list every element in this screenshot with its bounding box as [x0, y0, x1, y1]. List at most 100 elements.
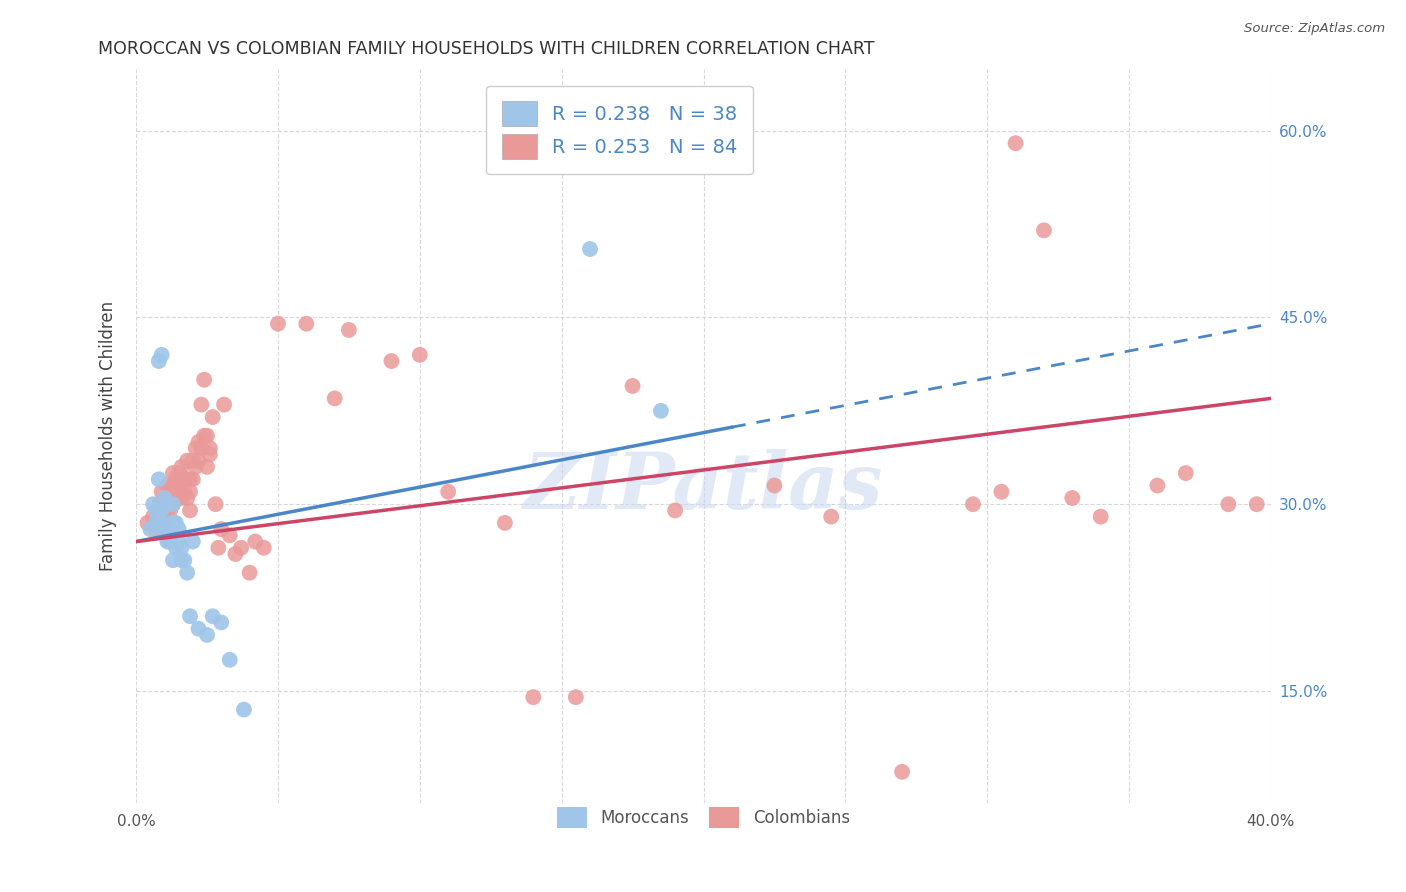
Point [139, 522, 162, 536]
Point [212, 398, 235, 412]
Point [1246, 497, 1268, 511]
Point [190, 441, 212, 455]
Point [148, 472, 170, 486]
Point [195, 628, 218, 642]
Point [337, 323, 360, 337]
Point [207, 541, 229, 555]
Point [962, 497, 984, 511]
Point [179, 472, 201, 486]
Point [195, 459, 218, 474]
Point [565, 690, 588, 705]
Point [232, 703, 254, 717]
Point [148, 497, 170, 511]
Point [170, 553, 193, 567]
Point [173, 553, 195, 567]
Point [253, 541, 276, 555]
Point [1032, 223, 1054, 237]
Point [181, 472, 204, 486]
Point [150, 484, 173, 499]
Point [153, 491, 176, 505]
Point [245, 534, 267, 549]
Point [148, 509, 170, 524]
Point [176, 453, 198, 467]
Point [409, 348, 432, 362]
Point [267, 317, 290, 331]
Point [494, 516, 516, 530]
Point [136, 516, 159, 530]
Point [176, 491, 198, 505]
Point [165, 491, 187, 505]
Point [181, 534, 204, 549]
Point [153, 516, 176, 530]
Point [437, 484, 460, 499]
Y-axis label: Family Households with Children: Family Households with Children [100, 301, 117, 571]
Point [1090, 509, 1112, 524]
Point [181, 453, 204, 467]
Text: Source: ZipAtlas.com: Source: ZipAtlas.com [1244, 22, 1385, 36]
Point [201, 410, 224, 425]
Point [162, 553, 184, 567]
Point [187, 622, 209, 636]
Point [156, 534, 179, 549]
Point [579, 242, 602, 256]
Point [159, 522, 181, 536]
Point [295, 317, 318, 331]
Point [187, 453, 209, 467]
Point [179, 484, 201, 499]
Point [990, 484, 1012, 499]
Point [165, 516, 187, 530]
Point [522, 690, 544, 705]
Point [204, 497, 226, 511]
Point [167, 534, 190, 549]
Point [170, 541, 193, 555]
Point [156, 522, 179, 536]
Point [145, 503, 167, 517]
Point [159, 534, 181, 549]
Point [209, 522, 232, 536]
Point [142, 497, 165, 511]
Point [1218, 497, 1240, 511]
Point [167, 522, 190, 536]
Point [201, 609, 224, 624]
Point [218, 528, 240, 542]
Point [167, 491, 190, 505]
Point [193, 373, 215, 387]
Point [198, 441, 221, 455]
Text: MOROCCAN VS COLOMBIAN FAMILY HOUSEHOLDS WITH CHILDREN CORRELATION CHART: MOROCCAN VS COLOMBIAN FAMILY HOUSEHOLDS … [98, 40, 875, 58]
Point [165, 472, 187, 486]
Point [820, 509, 842, 524]
Point [173, 472, 195, 486]
Point [148, 354, 170, 368]
Point [195, 428, 218, 442]
Point [150, 348, 173, 362]
Point [664, 503, 686, 517]
Point [179, 503, 201, 517]
Point [239, 566, 262, 580]
Point [153, 497, 176, 511]
Point [229, 541, 252, 555]
Point [176, 472, 198, 486]
Text: ZIPatlas: ZIPatlas [524, 449, 883, 525]
Point [170, 472, 193, 486]
Point [176, 566, 198, 580]
Point [162, 497, 184, 511]
Point [150, 503, 173, 517]
Point [621, 379, 644, 393]
Point [187, 434, 209, 449]
Point [145, 516, 167, 530]
Point [145, 522, 167, 536]
Point [150, 503, 173, 517]
Point [323, 392, 346, 406]
Point [167, 478, 190, 492]
Point [380, 354, 402, 368]
Point [170, 459, 193, 474]
Point [198, 447, 221, 461]
Point [142, 509, 165, 524]
Point [891, 764, 914, 779]
Point [1174, 466, 1197, 480]
Point [190, 398, 212, 412]
Point [150, 516, 173, 530]
Point [179, 609, 201, 624]
Point [153, 503, 176, 517]
Point [167, 466, 190, 480]
